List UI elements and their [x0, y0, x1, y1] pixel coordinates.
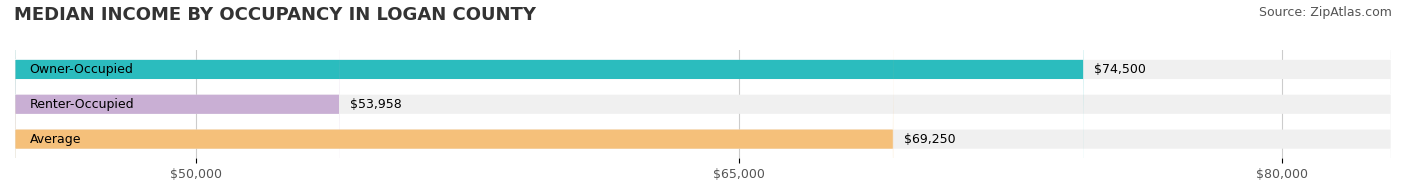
Text: Average: Average	[30, 133, 82, 146]
FancyBboxPatch shape	[15, 0, 339, 196]
FancyBboxPatch shape	[15, 0, 1391, 196]
Text: Source: ZipAtlas.com: Source: ZipAtlas.com	[1258, 6, 1392, 19]
FancyBboxPatch shape	[15, 0, 1083, 196]
Text: $53,958: $53,958	[350, 98, 402, 111]
Text: $69,250: $69,250	[904, 133, 956, 146]
FancyBboxPatch shape	[15, 0, 1391, 196]
Text: MEDIAN INCOME BY OCCUPANCY IN LOGAN COUNTY: MEDIAN INCOME BY OCCUPANCY IN LOGAN COUN…	[14, 6, 536, 24]
Text: Renter-Occupied: Renter-Occupied	[30, 98, 134, 111]
FancyBboxPatch shape	[15, 0, 1391, 196]
FancyBboxPatch shape	[15, 0, 893, 196]
Text: Owner-Occupied: Owner-Occupied	[30, 63, 134, 76]
Text: $74,500: $74,500	[1094, 63, 1146, 76]
